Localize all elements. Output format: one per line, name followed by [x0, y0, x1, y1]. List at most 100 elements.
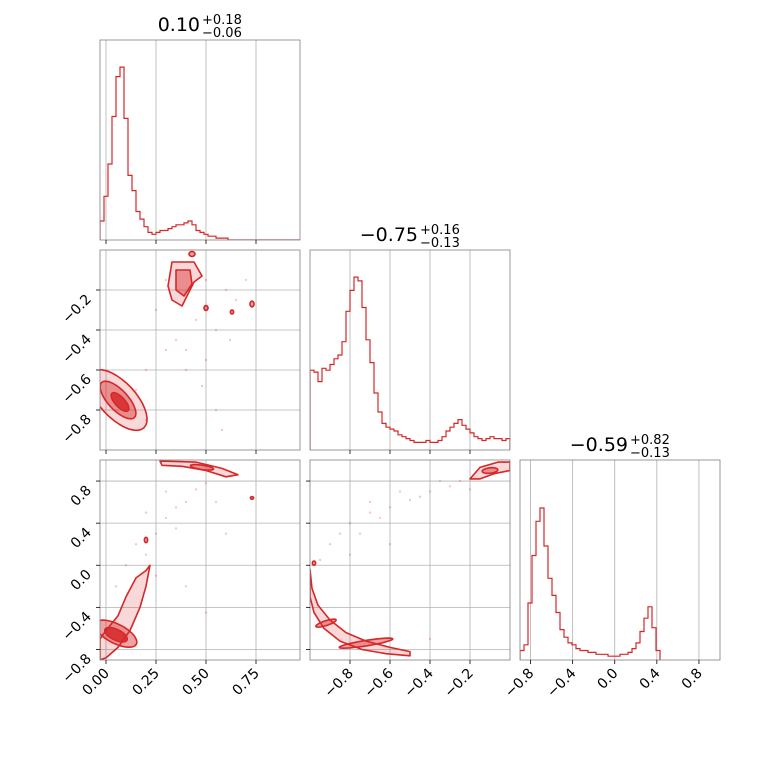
histogram-bin [450, 427, 454, 450]
sample-point [328, 543, 332, 546]
histogram-bin [314, 372, 318, 450]
panel-contour-0-1 [99, 249, 301, 451]
histogram-bin [318, 382, 322, 450]
title-value: −0.75 [360, 224, 418, 246]
histogram-bin [552, 595, 556, 660]
sample-point [438, 479, 442, 483]
sample-point [408, 498, 412, 502]
sample-point [214, 408, 218, 412]
histogram-bin [164, 231, 168, 241]
histogram-bin [652, 628, 656, 660]
y-tick-label: 0.8 [68, 483, 95, 510]
histogram-bin [104, 196, 108, 240]
contour-level-2 [143, 536, 149, 544]
sample-point [184, 500, 188, 504]
panel-title-param-1: −0.75 +0.16 −0.13 [360, 223, 460, 251]
histogram-bin [394, 431, 398, 450]
title-minus: −0.13 [630, 446, 670, 461]
svg-text:−0.13: −0.13 [420, 236, 460, 251]
histogram-bin [212, 236, 216, 240]
histogram-bin [532, 556, 536, 661]
histogram-bin [180, 225, 184, 240]
histogram-bin [442, 437, 446, 450]
histogram-bin [640, 632, 644, 661]
histogram-bin [544, 546, 548, 660]
histogram-bin [326, 370, 330, 450]
histogram-bin [148, 232, 152, 240]
histogram-bin [386, 427, 390, 450]
histogram-bin [362, 308, 366, 451]
sample-point [348, 553, 352, 556]
x-tick-label: −0.4 [544, 665, 579, 700]
histogram-bin [334, 359, 338, 450]
title-value: −0.59 [570, 434, 628, 456]
sample-point [164, 348, 168, 352]
svg-text:+0.18: +0.18 [202, 13, 242, 28]
contour-level-1 [104, 626, 128, 643]
sample-point [224, 288, 228, 292]
grid [105, 40, 257, 240]
panel-frame [309, 249, 511, 451]
title-plus: +0.82 [630, 433, 670, 448]
histogram-bin [636, 643, 640, 660]
grid [100, 460, 300, 660]
histogram-bin [370, 363, 374, 450]
sample-point [154, 308, 158, 312]
x-tick-label: −0.6 [361, 665, 396, 700]
histogram-bin [470, 433, 474, 450]
histogram-bin [152, 234, 156, 240]
sample-point [224, 532, 228, 535]
histogram-bin [132, 191, 136, 240]
panel-contour-0-2 [99, 459, 301, 661]
histogram-bin [548, 578, 552, 660]
histogram-bin [382, 423, 386, 450]
histogram-bin [458, 420, 462, 450]
histogram-bin [168, 229, 172, 240]
contour-level-2 [189, 463, 215, 471]
histogram-bin [588, 652, 592, 660]
contour-level-1 [110, 391, 130, 413]
histogram-bin [632, 649, 636, 660]
histogram-bin [366, 340, 370, 450]
histogram-bin [624, 654, 628, 660]
x-tick-label: 0.4 [637, 665, 664, 692]
sample-point [234, 298, 238, 302]
sample-point [204, 611, 208, 614]
sample-point [184, 368, 188, 372]
sample-point [228, 338, 232, 342]
histogram-bin [524, 645, 528, 660]
histogram-bin [184, 223, 188, 240]
histogram-bin [434, 442, 438, 450]
sample-point [174, 527, 178, 530]
sample-point [368, 500, 372, 504]
histogram-bin [644, 618, 648, 660]
histogram-bin [204, 234, 208, 240]
sample-point [388, 506, 392, 509]
histogram-bin [124, 118, 128, 240]
histogram-bin [438, 441, 442, 451]
contour-level-3 [469, 461, 510, 480]
y-tick-label: 0.0 [68, 567, 95, 594]
sample-point [418, 495, 422, 499]
histogram-bin [474, 437, 478, 450]
histogram-bin [108, 164, 112, 240]
panel-frame [309, 459, 511, 661]
svg-text:−0.59: −0.59 [570, 434, 628, 456]
histogram-bin [482, 441, 486, 451]
y-tick-label: −0.6 [59, 371, 94, 406]
sample-point [358, 532, 362, 535]
sample-point [194, 318, 198, 322]
sample-point [154, 574, 158, 577]
sample-point [154, 532, 158, 535]
histogram-bin [192, 225, 196, 240]
histogram-bin [418, 442, 422, 450]
sample-point [244, 278, 248, 282]
grid [100, 250, 300, 450]
sample-point [338, 532, 342, 535]
title-plus: +0.18 [202, 13, 242, 28]
panel-frame [519, 459, 721, 661]
x-tick-label: −0.8 [502, 666, 537, 701]
sample-point [204, 481, 208, 485]
sample-point [134, 388, 138, 392]
